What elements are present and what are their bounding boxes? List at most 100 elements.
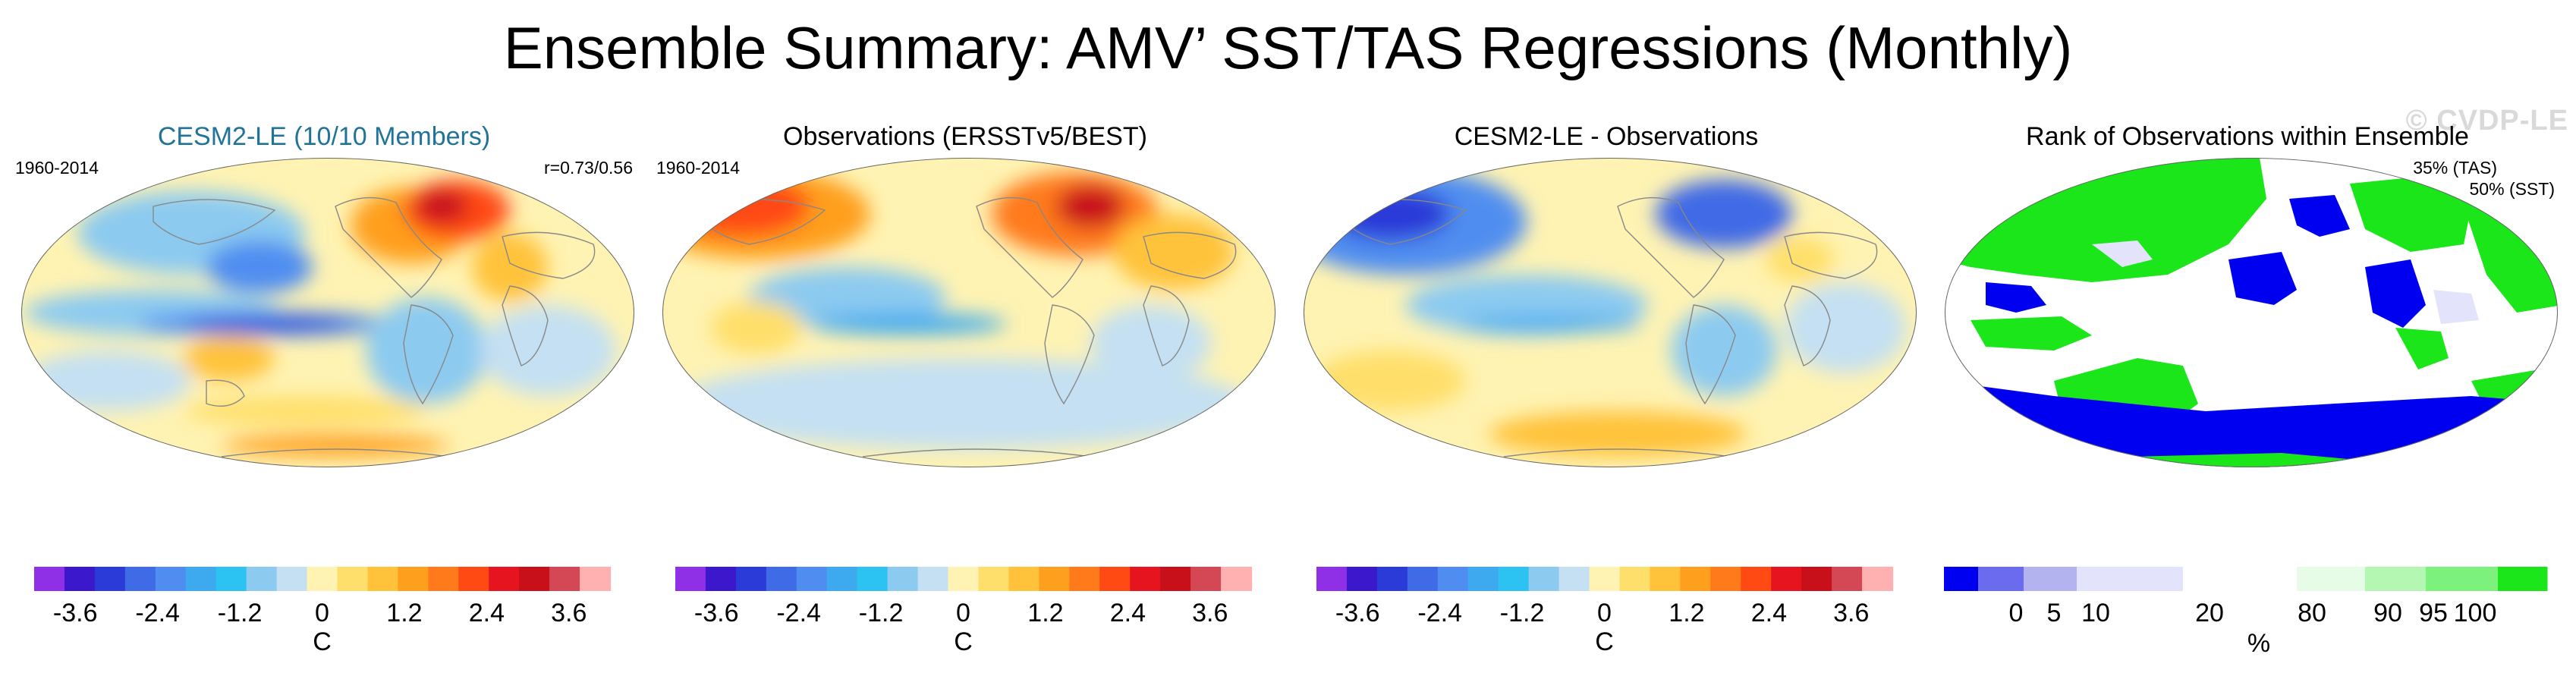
colorbar-swatch bbox=[1710, 567, 1742, 591]
colorbar: -3.6 -2.4 -1.2 0 1.2 2.4 3.6 C bbox=[1316, 567, 1894, 656]
correlation-label: r=0.73/0.56 bbox=[543, 158, 633, 178]
colorbar-swatch bbox=[549, 567, 581, 591]
colorbar-tick-label: -2.4 bbox=[1417, 599, 1462, 627]
colorbar-swatch bbox=[1944, 567, 1979, 591]
colorbar-tick-label: 1.2 bbox=[1027, 599, 1063, 627]
colorbar-swatch bbox=[337, 567, 369, 591]
colorbar-swatch bbox=[276, 567, 308, 591]
colorbar-swatch bbox=[1862, 567, 1894, 591]
colorbar-tick-label: 3.6 bbox=[551, 599, 587, 627]
period-label: 1960-2014 bbox=[656, 158, 740, 178]
colorbar-tick-label: 95 bbox=[2419, 599, 2448, 627]
colorbar-swatch bbox=[766, 567, 797, 591]
regression-map bbox=[662, 158, 1275, 467]
rank-map bbox=[1945, 158, 2558, 467]
colorbar-swatch bbox=[185, 567, 217, 591]
colorbar-tick-label: 100 bbox=[2454, 599, 2497, 627]
colorbar-swatch bbox=[735, 567, 767, 591]
colorbar-tick-label: 0 bbox=[2009, 599, 2024, 627]
colorbar-swatch bbox=[1008, 567, 1040, 591]
colorbar-swatch bbox=[1039, 567, 1071, 591]
colorbar-tick-label: -1.2 bbox=[1500, 599, 1545, 627]
colorbar-tick-label: 0 bbox=[956, 599, 970, 627]
colorbar-tick-label: 3.6 bbox=[1833, 599, 1869, 627]
colorbar-tick-label: 2.4 bbox=[469, 599, 505, 627]
colorbar-swatch bbox=[1558, 567, 1590, 591]
colorbar-tick-label: -1.2 bbox=[859, 599, 904, 627]
colorbar-swatch bbox=[1437, 567, 1469, 591]
colorbar-swatch bbox=[215, 567, 247, 591]
colorbar-swatch bbox=[1376, 567, 1408, 591]
colorbar-swatch bbox=[398, 567, 429, 591]
colorbar-swatch bbox=[489, 567, 521, 591]
colorbar-tick-label: 2.4 bbox=[1751, 599, 1787, 627]
colorbar-swatch bbox=[1498, 567, 1530, 591]
colorbar-swatch bbox=[826, 567, 858, 591]
colorbar-swatch bbox=[978, 567, 1010, 591]
colorbar-unit-label: % bbox=[2247, 629, 2270, 658]
colorbar-swatch bbox=[2024, 567, 2077, 591]
watermark: © CVDP-LE bbox=[2405, 105, 2568, 137]
colorbar-swatch bbox=[1771, 567, 1803, 591]
colorbar-swatch bbox=[917, 567, 949, 591]
colorbar-swatch bbox=[580, 567, 612, 591]
page-title: Ensemble Summary: AMV’ SST/TAS Regressio… bbox=[503, 14, 2073, 81]
panel-title: CESM2-LE (10/10 Members) bbox=[157, 122, 491, 151]
colorbar-tick-label: 2.4 bbox=[1110, 599, 1146, 627]
colorbar-swatch bbox=[155, 567, 187, 591]
colorbar-swatch bbox=[948, 567, 980, 591]
colorbar: -3.6 -2.4 -1.2 0 1.2 2.4 3.6 C bbox=[675, 567, 1253, 656]
colorbar-swatch bbox=[2365, 567, 2427, 591]
colorbar-tick-label: 0 bbox=[315, 599, 329, 627]
panel-cesm2-le: CESM2-LE (10/10 Members) 1960-2014 r=0.7… bbox=[9, 114, 639, 660]
colorbar-swatch bbox=[1801, 567, 1833, 591]
colorbar-swatch bbox=[1069, 567, 1101, 591]
colorbar-swatch bbox=[1978, 567, 2024, 591]
colorbar-tick-label: -2.4 bbox=[135, 599, 180, 627]
colorbar-tick-label: 0 bbox=[1597, 599, 1612, 627]
colorbar-swatch bbox=[1741, 567, 1772, 591]
colorbar-tick-label: -1.2 bbox=[218, 599, 263, 627]
colorbar-tick-label: 1.2 bbox=[386, 599, 422, 627]
colorbar-swatch bbox=[2077, 567, 2184, 591]
period-label: 1960-2014 bbox=[15, 158, 99, 178]
panel-title: CESM2-LE - Observations bbox=[1454, 122, 1759, 151]
colorbar: -3.6 -2.4 -1.2 0 1.2 2.4 3.6 C bbox=[34, 567, 612, 656]
colorbar-tick-label: -2.4 bbox=[776, 599, 821, 627]
colorbar-swatch bbox=[246, 567, 278, 591]
colorbar-swatch bbox=[2183, 567, 2298, 591]
colorbar-swatch bbox=[1221, 567, 1253, 591]
colorbar-tick-label: 10 bbox=[2081, 599, 2110, 627]
colorbar-swatch bbox=[1190, 567, 1222, 591]
colorbar-swatch bbox=[1099, 567, 1131, 591]
colorbar-unit-label: C bbox=[1595, 627, 1614, 656]
colorbar-swatch bbox=[124, 567, 156, 591]
colorbar-swatch bbox=[887, 567, 919, 591]
colorbar-swatch bbox=[705, 567, 737, 591]
colorbar-swatch bbox=[2426, 567, 2499, 591]
colorbar-swatch bbox=[1316, 567, 1348, 591]
colorbar-swatch bbox=[367, 567, 399, 591]
colorbar-swatch bbox=[1407, 567, 1439, 591]
colorbar-swatch bbox=[857, 567, 889, 591]
colorbar-tick-label: 5 bbox=[2047, 599, 2062, 627]
colorbar-swatch bbox=[1650, 567, 1681, 591]
colorbar-swatch bbox=[1528, 567, 1560, 591]
colorbar-swatch bbox=[428, 567, 460, 591]
colorbar-swatch bbox=[796, 567, 828, 591]
colorbar-swatch bbox=[1619, 567, 1651, 591]
panel-title: Rank of Observations within Ensemble bbox=[2026, 122, 2469, 151]
panel-rank: Rank of Observations within Ensemble 35%… bbox=[1933, 114, 2562, 660]
panel-title: Observations (ERSSTv5/BEST) bbox=[783, 122, 1147, 151]
regression-map bbox=[1304, 158, 1917, 467]
colorbar-swatch bbox=[94, 567, 126, 591]
colorbar-tick-label: 1.2 bbox=[1669, 599, 1704, 627]
colorbar-swatch bbox=[2498, 567, 2548, 591]
colorbar-swatch bbox=[519, 567, 551, 591]
colorbar-unit-label: C bbox=[954, 627, 973, 656]
panel-observations: Observations (ERSSTv5/BEST) 1960-2014 bbox=[650, 114, 1280, 660]
colorbar-tick-label: 80 bbox=[2298, 599, 2326, 627]
colorbar-tick-label: 20 bbox=[2195, 599, 2224, 627]
colorbar: 0 5 10 20 80 90 95 100 % bbox=[1944, 567, 2548, 658]
colorbar-swatch bbox=[1160, 567, 1192, 591]
